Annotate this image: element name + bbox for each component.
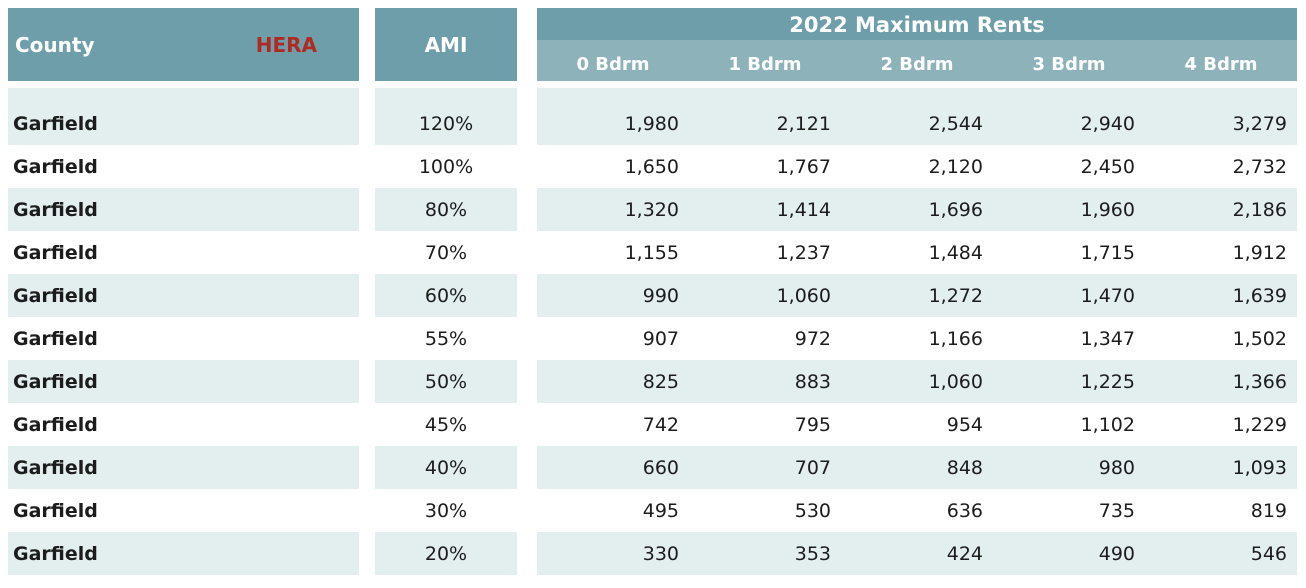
ami-cell: 60%	[375, 274, 517, 317]
ami-header: AMI	[375, 8, 517, 81]
rent-cell-0bdrm: 1,155	[537, 231, 689, 274]
rent-cell-4bdrm: 2,186	[1145, 188, 1297, 231]
rent-cell-2bdrm: 1,696	[841, 188, 993, 231]
rent-cell-1bdrm: 1,237	[689, 231, 841, 274]
county-cell: Garfield	[8, 532, 359, 575]
county-cell: Garfield	[8, 88, 359, 145]
rent-cell-2bdrm: 2,544	[841, 88, 993, 145]
ami-cell: 80%	[375, 188, 517, 231]
rent-cell-0bdrm: 907	[537, 317, 689, 360]
rent-cell-4bdrm: 1,366	[1145, 360, 1297, 403]
rent-cell-0bdrm: 825	[537, 360, 689, 403]
rent-cell-1bdrm: 883	[689, 360, 841, 403]
rent-cell-1bdrm: 972	[689, 317, 841, 360]
rent-cell-0bdrm: 742	[537, 403, 689, 446]
rent-cell-3bdrm: 490	[993, 532, 1145, 575]
rent-cell-0bdrm: 1,980	[537, 88, 689, 145]
rent-cell-2bdrm: 424	[841, 532, 993, 575]
county-cell: Garfield	[8, 403, 359, 446]
rent-cell-3bdrm: 1,470	[993, 274, 1145, 317]
ami-cell: 50%	[375, 360, 517, 403]
rent-cell-1bdrm: 530	[689, 489, 841, 532]
rent-cell-2bdrm: 954	[841, 403, 993, 446]
column-header-3bdrm: 3 Bdrm	[993, 40, 1145, 81]
rent-cell-3bdrm: 1,225	[993, 360, 1145, 403]
rent-cell-2bdrm: 2,120	[841, 145, 993, 188]
rent-cell-2bdrm: 1,484	[841, 231, 993, 274]
rent-cell-3bdrm: 2,450	[993, 145, 1145, 188]
rent-cell-0bdrm: 495	[537, 489, 689, 532]
rent-cell-3bdrm: 1,102	[993, 403, 1145, 446]
ami-cell: 120%	[375, 88, 517, 145]
ami-header-label: AMI	[424, 32, 468, 57]
rent-cell-4bdrm: 1,912	[1145, 231, 1297, 274]
rent-cell-3bdrm: 1,347	[993, 317, 1145, 360]
rents-title: 2022 Maximum Rents	[537, 8, 1297, 40]
rent-cell-4bdrm: 546	[1145, 532, 1297, 575]
ami-cell: 100%	[375, 145, 517, 188]
rent-limits-table: County HERA AMI 2022 Maximum Rents 0 Bdr…	[8, 8, 1297, 575]
hera-label: HERA	[255, 32, 317, 57]
county-cell: Garfield	[8, 145, 359, 188]
rent-cell-2bdrm: 1,060	[841, 360, 993, 403]
rent-cell-2bdrm: 1,272	[841, 274, 993, 317]
rent-cell-3bdrm: 1,715	[993, 231, 1145, 274]
rent-cell-4bdrm: 1,502	[1145, 317, 1297, 360]
rent-cell-4bdrm: 3,279	[1145, 88, 1297, 145]
rent-cell-1bdrm: 353	[689, 532, 841, 575]
rent-cell-0bdrm: 990	[537, 274, 689, 317]
rent-cell-4bdrm: 1,229	[1145, 403, 1297, 446]
ami-cell: 55%	[375, 317, 517, 360]
county-cell: Garfield	[8, 317, 359, 360]
column-header-2bdrm: 2 Bdrm	[841, 40, 993, 81]
rent-cell-1bdrm: 2,121	[689, 88, 841, 145]
county-cell: Garfield	[8, 274, 359, 317]
column-header-0bdrm: 0 Bdrm	[537, 40, 689, 81]
county-cell: Garfield	[8, 188, 359, 231]
rent-cell-3bdrm: 1,960	[993, 188, 1145, 231]
rent-cell-4bdrm: 1,639	[1145, 274, 1297, 317]
ami-cell: 40%	[375, 446, 517, 489]
column-header-1bdrm: 1 Bdrm	[689, 40, 841, 81]
rent-cell-4bdrm: 819	[1145, 489, 1297, 532]
rent-cell-0bdrm: 330	[537, 532, 689, 575]
county-cell: Garfield	[8, 231, 359, 274]
ami-cell: 70%	[375, 231, 517, 274]
county-header-label: County	[15, 32, 95, 57]
rent-cell-3bdrm: 735	[993, 489, 1145, 532]
rent-cell-2bdrm: 848	[841, 446, 993, 489]
county-header: County HERA	[8, 8, 359, 81]
rent-cell-3bdrm: 980	[993, 446, 1145, 489]
rent-cell-2bdrm: 636	[841, 489, 993, 532]
rent-cell-1bdrm: 1,414	[689, 188, 841, 231]
county-cell: Garfield	[8, 360, 359, 403]
ami-cell: 30%	[375, 489, 517, 532]
rent-cell-4bdrm: 1,093	[1145, 446, 1297, 489]
rent-cell-1bdrm: 795	[689, 403, 841, 446]
rent-cell-1bdrm: 707	[689, 446, 841, 489]
rent-cell-1bdrm: 1,060	[689, 274, 841, 317]
ami-cell: 20%	[375, 532, 517, 575]
rent-cell-0bdrm: 1,320	[537, 188, 689, 231]
ami-cell: 45%	[375, 403, 517, 446]
county-cell: Garfield	[8, 446, 359, 489]
column-header-4bdrm: 4 Bdrm	[1145, 40, 1297, 81]
rent-cell-0bdrm: 1,650	[537, 145, 689, 188]
rent-cell-1bdrm: 1,767	[689, 145, 841, 188]
rent-cell-2bdrm: 1,166	[841, 317, 993, 360]
rent-cell-3bdrm: 2,940	[993, 88, 1145, 145]
county-cell: Garfield	[8, 489, 359, 532]
rent-cell-0bdrm: 660	[537, 446, 689, 489]
rent-cell-4bdrm: 2,732	[1145, 145, 1297, 188]
